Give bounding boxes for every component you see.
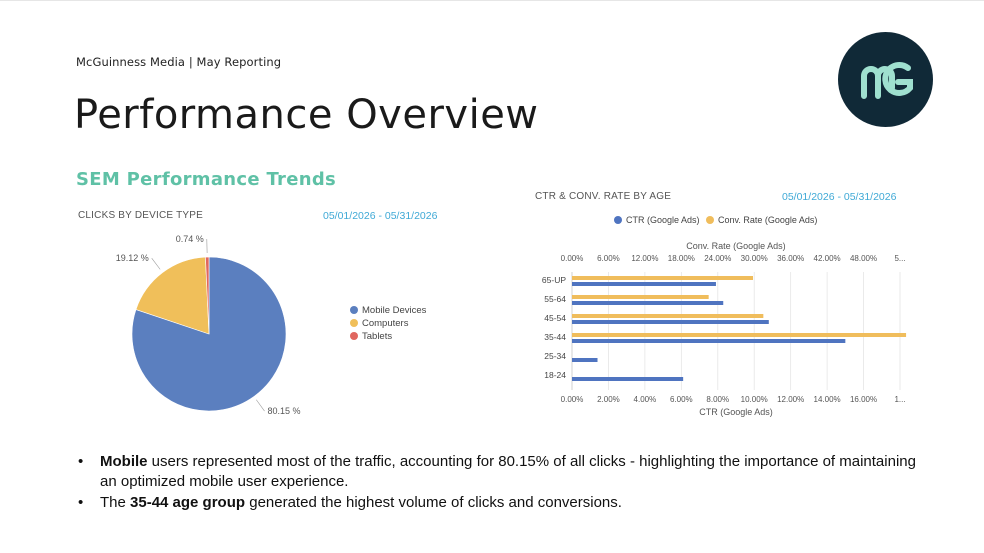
bottom-axis-tick: 6.00%: [670, 395, 693, 404]
pie-slice-tablets: [205, 256, 210, 335]
top-axis-tick: 0.00%: [561, 254, 584, 263]
top-axis-tick: 6.00%: [597, 254, 620, 263]
bar-chart-title: CTR & CONV. RATE BY AGE: [535, 191, 672, 202]
top-axis-tick: 5...: [894, 254, 905, 263]
top-axis-tick: 18.00%: [668, 254, 695, 263]
top-axis-tick: 24.00%: [704, 254, 731, 263]
pie-legend-label: Computers: [362, 318, 409, 329]
bullet-icon: •: [78, 453, 84, 470]
pie-legend-label: Tablets: [362, 331, 392, 342]
bar-chart: CTR (Google Ads) Conv. Rate (Google Ads) …: [542, 215, 907, 417]
bar-conv-rate: [572, 276, 754, 280]
bar-ctr: [572, 282, 716, 286]
pie-data-label: 80.15 %: [267, 406, 300, 416]
bottom-axis-tick: 16.00%: [850, 395, 877, 404]
report-kicker: McGuinness Media | May Reporting: [76, 55, 282, 69]
pie-chart: 80.15 % 19.12 % 0.74 % Mobile Devices Compu…: [116, 234, 427, 416]
legend-swatch-icon: [706, 216, 714, 224]
bar-ctr: [572, 320, 769, 324]
pie-slice-computers: [135, 256, 210, 335]
bottom-axis-tick: 8.00%: [706, 395, 729, 404]
bar-ctr: [572, 377, 684, 381]
legend-swatch-icon: [350, 306, 358, 314]
insight-item: • The 35-44 age group generated the high…: [78, 493, 918, 513]
bottom-axis-tick: 1...: [894, 395, 905, 404]
bottom-axis-tick: 2.00%: [597, 395, 620, 404]
insight-bold: 35-44 age group: [130, 494, 246, 511]
category-label: 25-34: [544, 351, 566, 361]
bottom-axis-tick: 10.00%: [741, 395, 768, 404]
insight-bold: Mobile: [100, 453, 148, 470]
pie-data-label: 19.12 %: [116, 253, 149, 263]
category-label: 18-24: [544, 370, 566, 380]
pie-leader-line: [151, 258, 161, 270]
bar-ctr: [572, 358, 598, 362]
category-label: 35-44: [544, 332, 566, 342]
pie-chart-title: CLICKS BY DEVICE TYPE: [78, 210, 203, 221]
bar-chart-date-range: 05/01/2026 - 05/31/2026: [782, 191, 897, 203]
category-label: 65-UP: [542, 275, 566, 285]
pie-data-label: 0.74 %: [176, 234, 204, 244]
bar-ctr: [572, 301, 724, 305]
top-axis-tick: 36.00%: [777, 254, 804, 263]
page-title: Performance Overview: [74, 92, 539, 138]
bottom-axis-tick: 14.00%: [814, 395, 841, 404]
legend-swatch-icon: [350, 319, 358, 327]
legend-swatch-icon: [614, 216, 622, 224]
pie-leader-line: [256, 399, 265, 412]
bottom-axis-tick: 0.00%: [561, 395, 584, 404]
mg-monogram-logo: [838, 32, 933, 127]
bullet-icon: •: [78, 494, 84, 511]
insight-prefix: The: [100, 494, 131, 511]
bar-conv-rate: [572, 333, 907, 337]
insight-text: users represented most of the traffic, a…: [100, 453, 916, 490]
insights-list: • Mobile users represented most of the t…: [78, 452, 918, 514]
top-border: [0, 0, 984, 1]
bottom-axis-tick: 4.00%: [634, 395, 657, 404]
pie-legend-label: Mobile Devices: [362, 305, 427, 316]
insight-text: generated the highest volume of clicks a…: [245, 494, 622, 511]
bottom-axis-tick: 12.00%: [777, 395, 804, 404]
insight-item: • Mobile users represented most of the t…: [78, 452, 918, 492]
top-axis-tick: 12.00%: [631, 254, 658, 263]
top-axis-tick: 48.00%: [850, 254, 877, 263]
bar-conv-rate: [572, 295, 709, 299]
top-axis-tick: 30.00%: [741, 254, 768, 263]
category-label: 55-64: [544, 294, 566, 304]
top-axis-label: Conv. Rate (Google Ads): [686, 241, 785, 251]
bar-conv-rate: [572, 314, 764, 318]
bar-ctr: [572, 339, 846, 343]
bottom-axis-label: CTR (Google Ads): [699, 407, 773, 417]
section-heading: SEM Performance Trends: [76, 169, 337, 190]
pie-chart-date-range: 05/01/2026 - 05/31/2026: [323, 210, 438, 222]
top-axis-tick: 42.00%: [814, 254, 841, 263]
category-label: 45-54: [544, 313, 566, 323]
bar-legend-label: Conv. Rate (Google Ads): [718, 215, 817, 225]
legend-swatch-icon: [350, 332, 358, 340]
bar-legend-label: CTR (Google Ads): [626, 215, 700, 225]
